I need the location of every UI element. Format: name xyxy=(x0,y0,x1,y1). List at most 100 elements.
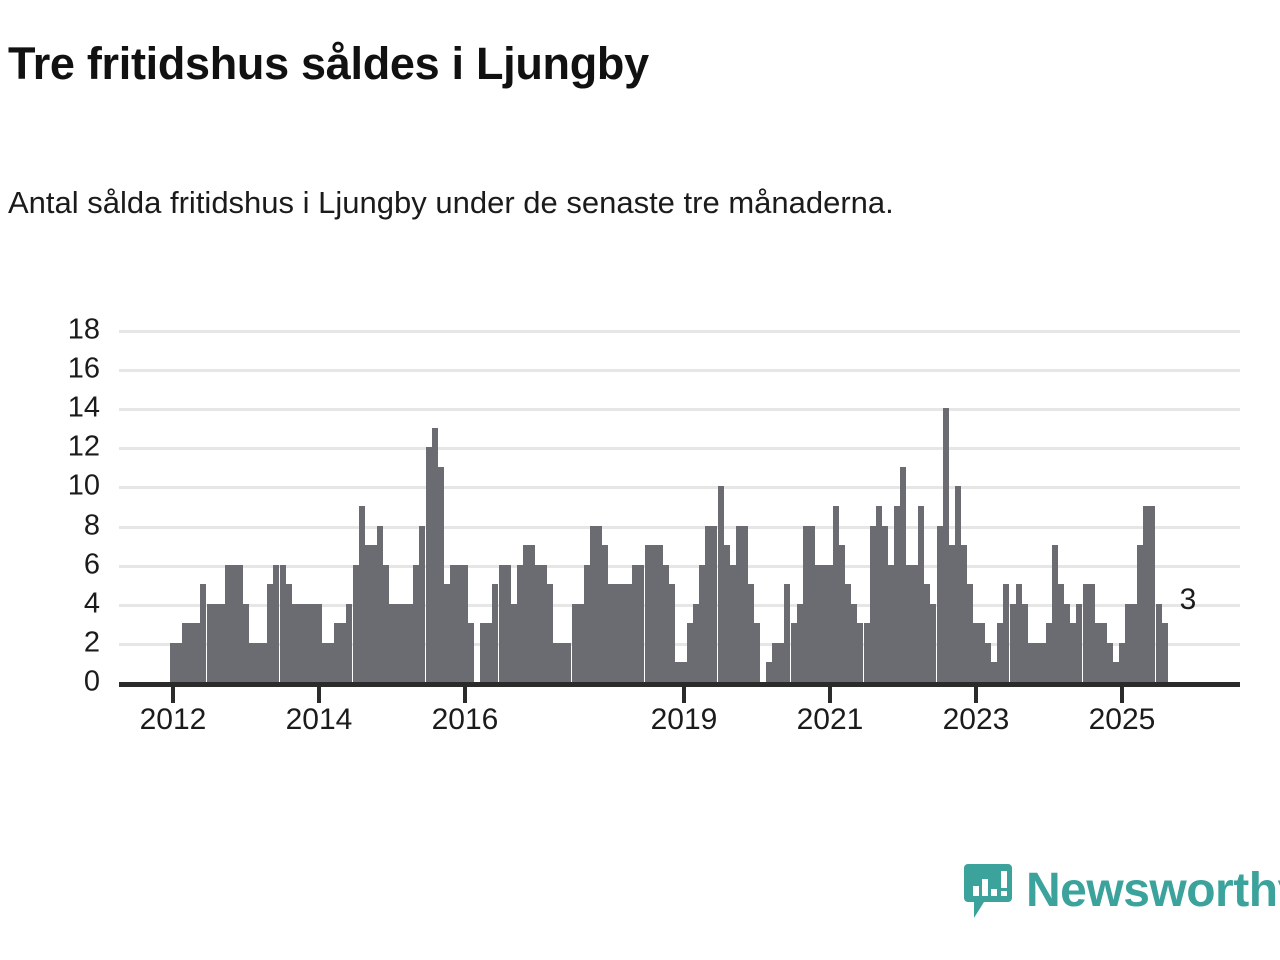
bar xyxy=(535,564,541,682)
bar xyxy=(218,603,225,682)
bar xyxy=(827,564,833,682)
bar xyxy=(230,564,237,682)
bar xyxy=(437,466,444,682)
bar xyxy=(170,642,176,682)
bar xyxy=(960,545,967,682)
bar xyxy=(833,506,840,682)
bar xyxy=(845,584,852,682)
bar xyxy=(601,545,608,682)
bar xyxy=(705,525,712,682)
bar xyxy=(912,564,919,682)
bar xyxy=(814,564,821,682)
bar xyxy=(395,603,402,682)
bar xyxy=(747,584,754,682)
bar xyxy=(906,564,913,682)
bar xyxy=(717,486,724,682)
bar xyxy=(571,603,578,682)
bar xyxy=(589,525,596,682)
bar xyxy=(516,564,523,682)
bar xyxy=(431,427,438,682)
bar xyxy=(370,545,377,682)
bar xyxy=(979,623,986,682)
bar xyxy=(778,642,785,682)
bar xyxy=(1064,603,1071,682)
bar xyxy=(620,584,627,682)
bar xyxy=(936,525,943,682)
x-axis-ticks xyxy=(119,687,1240,703)
bar xyxy=(462,564,468,682)
bar-series xyxy=(119,330,1240,682)
y-axis-tick-label: 8 xyxy=(83,509,100,542)
bar xyxy=(1027,642,1034,682)
bar xyxy=(425,447,432,682)
bar xyxy=(924,584,931,682)
bar xyxy=(194,623,201,682)
bar xyxy=(1058,584,1065,682)
y-axis-tick-label: 10 xyxy=(67,469,100,502)
bar xyxy=(224,564,231,682)
y-axis-tick-label: 16 xyxy=(67,352,100,385)
bar xyxy=(662,564,669,682)
bar xyxy=(413,564,420,682)
bar xyxy=(1052,545,1059,682)
bar xyxy=(480,623,487,682)
bar xyxy=(681,662,687,682)
newsworthy-bubble-bars-icon xyxy=(962,862,1014,920)
x-axis-tick xyxy=(974,687,978,703)
bar xyxy=(632,564,639,682)
bar xyxy=(991,662,998,682)
bar xyxy=(182,623,189,682)
x-axis-tick-label: 2014 xyxy=(285,703,353,736)
x-axis-tick xyxy=(828,687,832,703)
bar xyxy=(559,642,566,682)
bar xyxy=(510,603,517,682)
gridline xyxy=(119,603,1240,607)
bar xyxy=(875,506,882,682)
bar xyxy=(595,525,602,682)
bar xyxy=(297,603,304,682)
bar xyxy=(309,603,316,682)
bar xyxy=(1119,642,1125,682)
bar xyxy=(553,642,560,682)
bar xyxy=(303,603,310,682)
y-axis-tick-label: 0 xyxy=(83,665,100,698)
x-axis-tick xyxy=(171,687,175,703)
y-axis-tick-label: 4 xyxy=(83,587,100,620)
x-axis-tick-label: 2023 xyxy=(942,703,1010,736)
gridline xyxy=(119,369,1240,373)
bar xyxy=(900,466,906,682)
bar xyxy=(687,623,694,682)
bar xyxy=(754,623,760,682)
bar xyxy=(930,603,937,682)
bar xyxy=(236,564,243,682)
bar xyxy=(188,623,195,682)
bar xyxy=(504,564,511,682)
bar xyxy=(1082,584,1089,682)
gridline xyxy=(119,408,1240,412)
bar xyxy=(699,564,706,682)
bar xyxy=(1033,642,1040,682)
bar xyxy=(851,603,858,682)
bar xyxy=(723,545,730,682)
bar xyxy=(401,603,408,682)
page-title: Tre fritidshus såldes i Ljungby xyxy=(8,38,649,89)
gridline xyxy=(119,642,1240,646)
bar xyxy=(486,623,493,682)
bar xyxy=(1076,603,1083,682)
gridline xyxy=(119,486,1240,490)
gridline xyxy=(119,330,1240,333)
bar xyxy=(261,642,268,682)
bar xyxy=(863,623,870,682)
x-axis-tick-label: 2019 xyxy=(650,703,718,736)
bar xyxy=(407,603,414,682)
bar xyxy=(267,584,274,682)
bar xyxy=(881,525,888,682)
x-axis-tick xyxy=(317,687,321,703)
bar xyxy=(1021,603,1028,682)
bar xyxy=(328,642,335,682)
bar xyxy=(1143,506,1150,682)
bar xyxy=(973,623,979,682)
plot-area xyxy=(119,330,1240,687)
bar xyxy=(966,584,973,682)
